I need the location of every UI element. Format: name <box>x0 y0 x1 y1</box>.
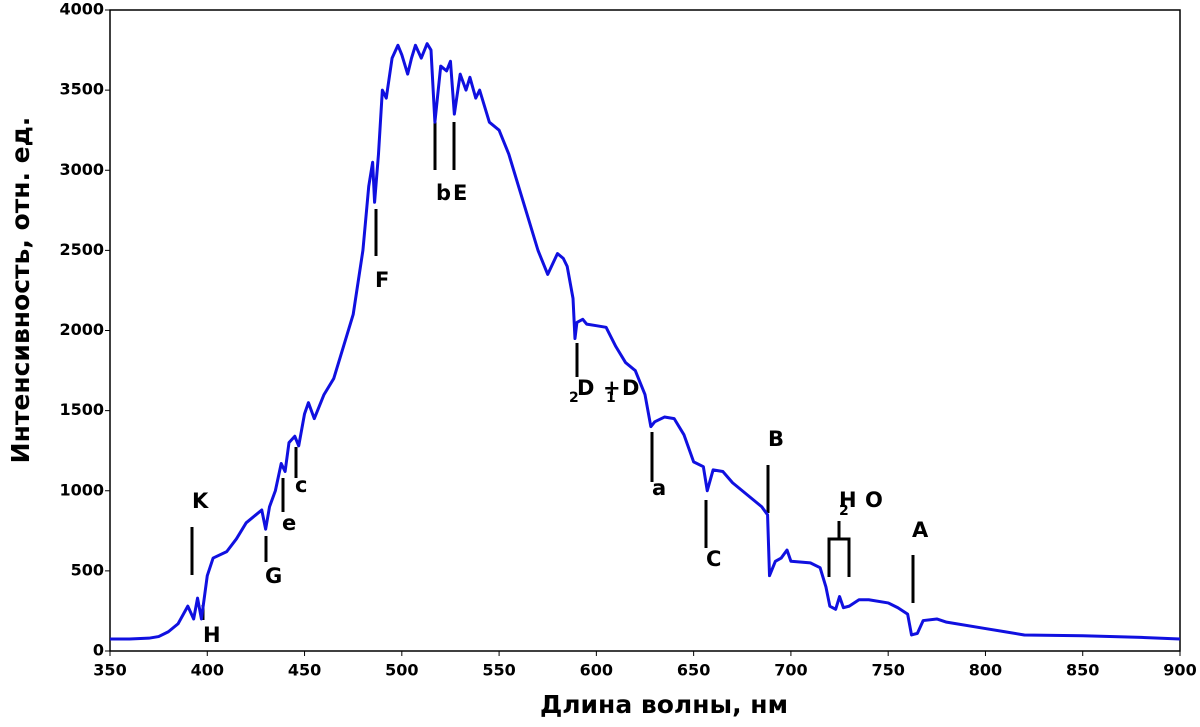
annotation: K <box>192 489 209 513</box>
x-tick-label: 400 <box>191 661 224 680</box>
annotation: + <box>603 376 621 400</box>
annotation: B <box>768 427 784 451</box>
y-tick-label: 2500 <box>59 240 104 259</box>
x-tick-label: 500 <box>385 661 418 680</box>
annotations: K H G e c F b E 2 D + 1 D a C B H 2 O A <box>192 181 929 647</box>
line-markers <box>190 122 915 620</box>
annotation: H <box>203 623 221 647</box>
annotation: F <box>375 268 389 292</box>
spectrum-line <box>110 42 1181 641</box>
y-tick-label: 500 <box>71 560 104 579</box>
x-tick-label: 800 <box>969 661 1002 680</box>
y-tick-label: 1500 <box>59 400 104 419</box>
x-tick-label: 550 <box>482 661 515 680</box>
annotation: D <box>577 376 594 400</box>
y-tick-label: 1000 <box>59 480 104 499</box>
annotation: a <box>652 476 666 500</box>
y-axis-label: Интенсивность, отн. ед. <box>6 117 35 464</box>
y-tick-label: 3500 <box>59 80 104 99</box>
x-tick-label: 900 <box>1163 661 1196 680</box>
annotation: b <box>436 181 451 205</box>
x-tick-label: 750 <box>871 661 904 680</box>
annotation: c <box>295 473 307 497</box>
annotation: E <box>453 181 467 205</box>
x-axis-label: Длина волны, нм <box>540 690 788 719</box>
annotation: 2 <box>839 503 849 519</box>
annotation: 1 <box>606 390 616 406</box>
x-tick-label: 600 <box>580 661 613 680</box>
y-tick-label: 3000 <box>59 160 104 179</box>
annotation: C <box>706 547 721 571</box>
annotation: O <box>865 488 883 512</box>
annotation: H <box>839 488 857 512</box>
annotation: 2 <box>569 390 579 406</box>
annotation: A <box>912 518 929 542</box>
x-tick-label: 450 <box>288 661 321 680</box>
x-tick-label: 850 <box>1066 661 1099 680</box>
annotation: G <box>265 564 282 588</box>
annotation: e <box>282 511 296 535</box>
plot-frame <box>109 9 1181 652</box>
y-tick-label: 0 <box>93 641 104 660</box>
annotation: D <box>622 376 639 400</box>
x-tick-label: 350 <box>93 661 126 680</box>
x-tick-label: 650 <box>677 661 710 680</box>
y-tick-label: 2000 <box>59 320 104 339</box>
x-tick-label: 700 <box>774 661 807 680</box>
y-tick-label: 4000 <box>59 0 104 19</box>
